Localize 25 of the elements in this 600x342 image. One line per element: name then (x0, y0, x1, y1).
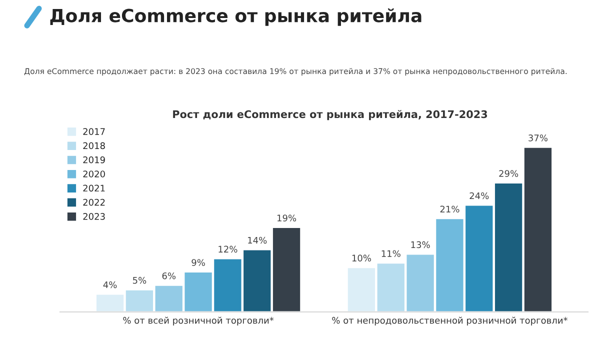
chart-title: Доля eCommerce от рынка ритейла (50, 8, 422, 26)
data-label: 4% (103, 281, 117, 288)
data-label: 14% (248, 236, 267, 244)
legend-label: 2017 (83, 128, 105, 135)
text: Рост доли eCommerce от рынка ритейла, 2017-2023 (173, 110, 488, 120)
data-label: 29% (499, 170, 518, 177)
x-tick-label: % от всей розничной торговли* (123, 316, 274, 326)
legend-label: 2022 (83, 198, 105, 206)
legend-label: 2021 (83, 184, 105, 192)
legend-label: 2019 (83, 156, 105, 164)
data-label: 11% (382, 250, 400, 258)
legend-label: 2018 (83, 142, 105, 150)
data-label: 19% (277, 214, 296, 222)
data-label: 6% (162, 272, 176, 280)
data-label: 24% (470, 192, 489, 200)
data-label: 37% (528, 134, 548, 142)
data-label: 21% (440, 206, 460, 213)
x-tick-label: % от непродовольственной розничной торговли* (332, 316, 568, 326)
legend-label: 2023 (83, 213, 105, 220)
legend-label: 2020 (83, 170, 105, 178)
data-label: 10% (352, 254, 371, 262)
data-label: 13% (411, 241, 430, 248)
data-label: 5% (132, 276, 146, 284)
data-label: 9% (192, 259, 205, 266)
data-label: 12% (218, 246, 238, 253)
